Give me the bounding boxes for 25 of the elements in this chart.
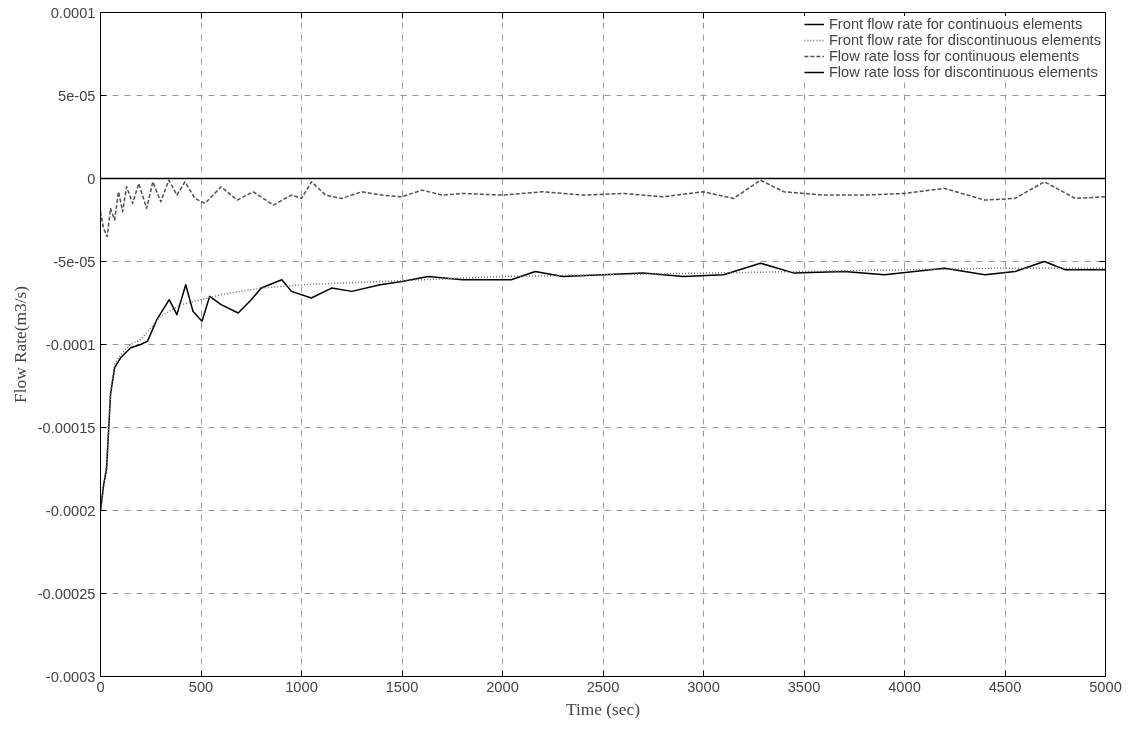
legend-label: Flow rate loss for continuous elements [828,48,1079,64]
x-tick-label: 5000 [1089,678,1122,695]
y-axis-title: Flow Rate(m3/s) [10,285,30,403]
y-tick-label: -0.0002 [45,502,96,519]
x-tick-label: 1500 [385,678,419,695]
x-tick-label: 4000 [888,678,921,695]
y-tick-label: -0.0001 [45,336,96,353]
x-axis-title: Time (sec) [566,699,641,719]
y-tick-label: 0 [87,170,96,187]
x-tick-label: 2000 [486,678,519,695]
y-tick-label: -0.0003 [45,668,96,685]
x-tick-label: 3000 [687,678,720,695]
x-tick-label: 1000 [285,678,318,695]
y-tick-label: -0.00015 [37,419,96,436]
legend-label: Flow rate loss for discontinuous elements [828,64,1098,80]
y-tick-label: -5e-05 [53,253,96,270]
y-tick-label: -0.00025 [37,585,96,602]
legend-label: Front flow rate for continuous elements [828,16,1083,32]
x-tick-label: 500 [188,678,214,695]
x-tick-label: 2500 [586,678,620,695]
legend-label: Front flow rate for discontinuous elements [828,32,1101,48]
x-tick-label: 4500 [988,678,1022,695]
y-tick-label: 0.0001 [50,4,96,21]
y-tick-label: 5e-05 [58,87,96,104]
x-tick-label: 3500 [787,678,821,695]
